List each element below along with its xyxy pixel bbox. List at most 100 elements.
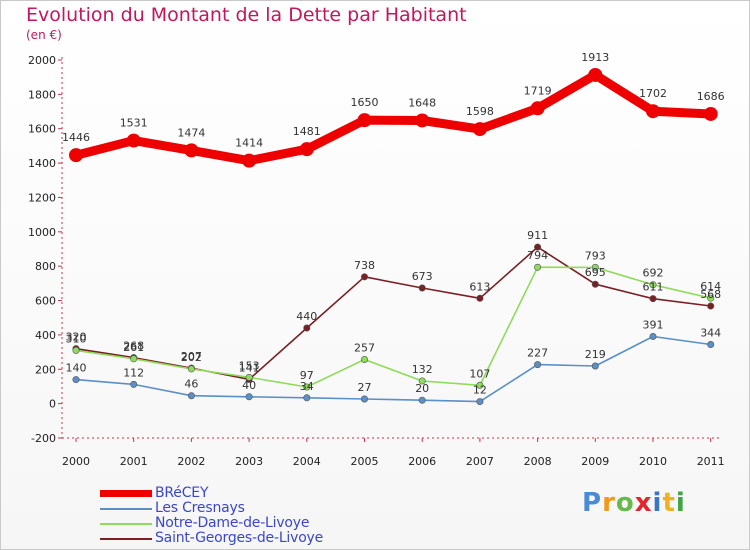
x-tick-label: 2000: [62, 455, 90, 468]
data-point: [242, 153, 257, 168]
x-tick-label: 2011: [697, 455, 725, 468]
logo-letter: i: [675, 488, 686, 518]
legend-label: Les Cresnays: [155, 500, 245, 516]
data-label: 112: [123, 366, 144, 379]
data-label: 611: [643, 281, 664, 294]
y-tick-label: 1800: [28, 88, 56, 101]
data-label: 27: [358, 381, 372, 394]
series-line: [71, 70, 716, 166]
data-point: [591, 362, 599, 370]
data-label: 97: [300, 369, 314, 382]
data-point: [303, 394, 311, 402]
data-point: [130, 380, 138, 388]
data-label: 153: [239, 359, 260, 372]
data-label: 12: [473, 384, 487, 397]
legend-swatch: [100, 507, 152, 510]
y-tick-label: 600: [35, 295, 56, 308]
data-label: 257: [354, 341, 375, 354]
chart-lines: [71, 70, 716, 403]
data-label: 20: [415, 382, 429, 395]
data-label: 793: [585, 249, 606, 262]
y-tick-label: 1600: [28, 123, 56, 136]
data-point: [303, 383, 311, 391]
data-point: [360, 273, 368, 281]
logo-letter: r: [602, 488, 616, 518]
data-point: [130, 355, 138, 363]
data-label: 911: [527, 229, 548, 242]
data-label: 1531: [120, 117, 148, 130]
x-tick-label: 2003: [235, 455, 263, 468]
data-label: 1598: [466, 105, 494, 118]
data-point: [418, 377, 426, 385]
data-label: 219: [585, 348, 606, 361]
logo-letter: x: [634, 488, 653, 518]
data-point: [591, 280, 599, 288]
data-point: [703, 106, 718, 121]
y-tick-label: 400: [35, 329, 56, 342]
data-point: [72, 376, 80, 384]
x-tick-label: 2008: [524, 455, 552, 468]
data-point: [649, 332, 657, 340]
y-tick-label: 1400: [28, 157, 56, 170]
data-point: [588, 67, 603, 82]
chart-subtitle: (en €): [26, 28, 62, 42]
data-label: 614: [700, 280, 721, 293]
series-line: [75, 335, 712, 403]
y-tick-label: 1000: [28, 226, 56, 239]
data-point: [476, 294, 484, 302]
y-tick-label: 0: [49, 398, 56, 411]
data-point: [591, 263, 599, 271]
data-label: 34: [300, 380, 314, 393]
data-point: [534, 263, 542, 271]
y-tick-label: 200: [35, 363, 56, 376]
data-label: 140: [66, 362, 87, 375]
chart-points: [69, 67, 718, 406]
data-point: [245, 373, 253, 381]
data-point: [72, 346, 80, 354]
x-tick-label: 2010: [639, 455, 667, 468]
data-point: [187, 392, 195, 400]
data-point: [530, 101, 545, 116]
data-point: [476, 381, 484, 389]
data-point: [415, 113, 430, 128]
y-tick-label: 800: [35, 260, 56, 273]
data-label: 692: [643, 267, 664, 280]
data-label: 107: [469, 367, 490, 380]
y-tick-label: 1200: [28, 191, 56, 204]
data-label: 738: [354, 259, 375, 272]
data-label: 261: [123, 341, 144, 354]
chart-data-labels: 3202682071414407386736139116956115683102…: [62, 51, 725, 397]
data-label: 794: [527, 249, 548, 262]
data-label: 46: [184, 378, 198, 391]
data-label: 141: [239, 361, 260, 374]
data-point: [476, 398, 484, 406]
data-point: [299, 142, 314, 157]
data-label: 207: [181, 350, 202, 363]
data-label: 320: [66, 331, 87, 344]
y-tick-label: 2000: [28, 54, 56, 67]
x-tick-label: 2001: [120, 455, 148, 468]
data-label: 202: [181, 351, 202, 364]
data-point: [69, 148, 83, 163]
data-point: [646, 104, 660, 119]
legend-label: Saint-Georges-de-Livoye: [155, 530, 324, 546]
data-label: 1913: [581, 51, 609, 64]
data-point: [534, 243, 542, 251]
logo-letter: t: [662, 488, 676, 518]
data-point: [707, 302, 715, 310]
legend-swatch: [100, 522, 152, 525]
logo-letter: i: [652, 488, 663, 518]
data-point: [357, 113, 372, 128]
series-line: [75, 266, 712, 388]
data-point: [649, 295, 657, 303]
data-label: 227: [527, 347, 548, 360]
data-label: 1648: [408, 96, 436, 109]
legend-label: BRéCEY: [155, 485, 209, 501]
logo-letter: P: [582, 488, 603, 518]
proxiti-logo: Proxiti: [582, 488, 686, 518]
chart-axes: -200 0 200 400 600 800 1000 1200 1400 1600 1800 200…: [28, 54, 725, 468]
data-label: 673: [412, 270, 433, 283]
data-label: 1650: [351, 96, 379, 109]
logo-letter: o: [615, 488, 635, 518]
